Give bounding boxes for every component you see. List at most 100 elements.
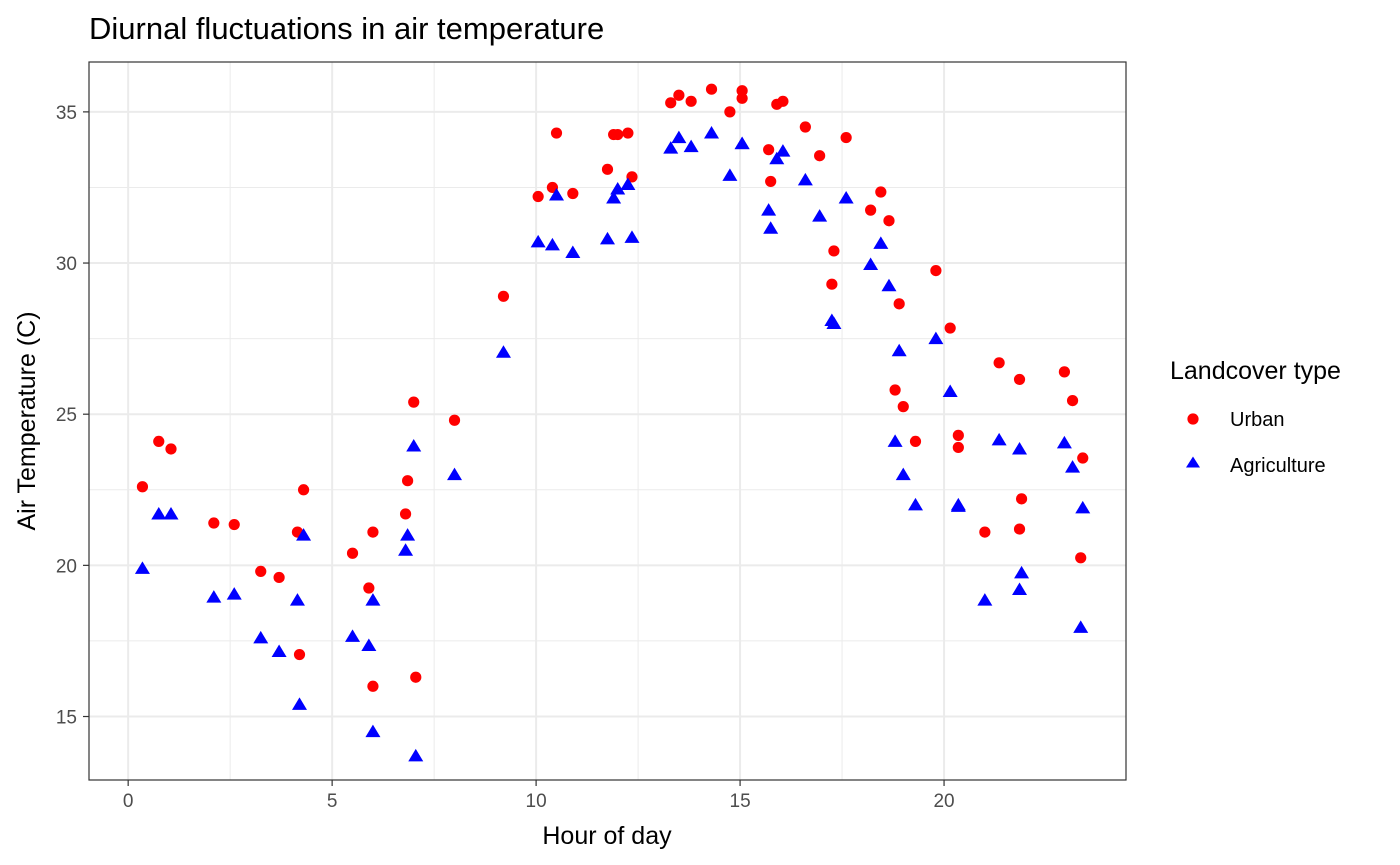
data-point-agriculture bbox=[606, 191, 622, 204]
data-point-agriculture bbox=[887, 434, 903, 447]
x-tick-label: 0 bbox=[123, 791, 134, 812]
data-point-urban bbox=[1077, 452, 1089, 464]
data-point-agriculture bbox=[1014, 565, 1030, 579]
data-point-agriculture bbox=[406, 438, 422, 452]
data-point-agriculture bbox=[565, 245, 581, 258]
data-point-agriculture bbox=[826, 316, 842, 330]
data-point-urban bbox=[952, 441, 964, 454]
data-point-urban bbox=[1058, 366, 1070, 378]
data-point-agriculture bbox=[722, 168, 738, 181]
data-point-urban bbox=[532, 190, 544, 203]
x-tick-label: 5 bbox=[327, 791, 338, 812]
data-point-urban bbox=[826, 278, 838, 290]
data-point-urban bbox=[736, 92, 748, 104]
data-point-agriculture bbox=[365, 593, 381, 606]
data-point-agriculture bbox=[775, 144, 791, 157]
data-point-urban bbox=[1075, 552, 1087, 564]
data-point-agriculture bbox=[292, 697, 308, 710]
data-point-agriculture bbox=[296, 528, 312, 541]
y-tick-label: 30 bbox=[56, 254, 77, 275]
data-point-agriculture bbox=[1073, 620, 1089, 633]
data-point-agriculture bbox=[907, 497, 923, 511]
data-point-urban bbox=[944, 322, 956, 334]
legend: Landcover type Urban Agriculture bbox=[1170, 357, 1341, 477]
data-point-urban bbox=[363, 582, 375, 594]
data-point-urban bbox=[1066, 394, 1079, 407]
data-point-agriculture bbox=[289, 593, 305, 606]
data-point-urban bbox=[346, 547, 359, 559]
data-point-agriculture bbox=[610, 181, 626, 195]
data-point-agriculture bbox=[544, 237, 560, 251]
data-point-agriculture bbox=[942, 384, 958, 398]
data-point-agriculture bbox=[134, 561, 150, 574]
data-point-urban bbox=[165, 443, 177, 455]
data-point-urban bbox=[297, 484, 310, 496]
data-point-agriculture bbox=[928, 331, 944, 345]
data-point-urban bbox=[814, 150, 826, 162]
data-point-urban bbox=[763, 144, 775, 156]
data-point-urban bbox=[273, 571, 285, 584]
data-point-agriculture bbox=[891, 343, 907, 357]
legend-label-agriculture: Agriculture bbox=[1230, 455, 1326, 477]
data-point-agriculture bbox=[345, 629, 361, 642]
data-point-urban bbox=[293, 648, 306, 661]
data-point-urban bbox=[897, 401, 909, 413]
data-point-urban bbox=[909, 435, 922, 448]
data-point-agriculture bbox=[838, 191, 854, 204]
data-point-agriculture bbox=[663, 141, 679, 154]
data-point-agriculture bbox=[408, 748, 424, 762]
data-point-agriculture bbox=[977, 593, 993, 606]
data-point-urban bbox=[497, 290, 510, 302]
data-point-urban bbox=[893, 298, 905, 310]
data-point-agriculture bbox=[206, 590, 222, 603]
data-point-agriculture bbox=[624, 230, 640, 243]
data-point-agriculture bbox=[365, 724, 381, 738]
data-point-urban bbox=[228, 518, 240, 531]
data-point-agriculture bbox=[495, 345, 511, 358]
data-point-urban bbox=[208, 517, 220, 529]
data-point-agriculture bbox=[398, 543, 414, 556]
data-point-agriculture bbox=[671, 130, 687, 144]
data-point-agriculture bbox=[226, 587, 242, 600]
data-point-agriculture bbox=[950, 499, 966, 512]
data-point-agriculture bbox=[1075, 500, 1091, 514]
data-point-urban bbox=[979, 526, 991, 538]
data-point-urban bbox=[153, 435, 165, 448]
data-point-agriculture bbox=[600, 231, 615, 245]
data-point-urban bbox=[665, 97, 677, 109]
data-point-agriculture bbox=[873, 236, 889, 249]
legend-label-urban: Urban bbox=[1230, 409, 1284, 431]
data-point-urban bbox=[799, 121, 811, 133]
data-point-urban bbox=[399, 508, 412, 520]
data-point-agriculture bbox=[361, 638, 377, 651]
data-point-urban bbox=[601, 163, 614, 175]
data-point-urban bbox=[840, 131, 852, 144]
data-point-urban bbox=[622, 127, 634, 139]
data-point-urban bbox=[567, 187, 579, 200]
data-point-agriculture bbox=[549, 188, 565, 201]
data-point-urban bbox=[673, 89, 685, 101]
data-point-urban bbox=[136, 481, 149, 493]
x-tick-label: 15 bbox=[730, 791, 751, 812]
legend-key-agriculture bbox=[1186, 456, 1200, 468]
legend-key-urban bbox=[1187, 413, 1199, 425]
data-point-agriculture bbox=[991, 432, 1007, 446]
data-point-urban bbox=[930, 264, 942, 277]
y-tick-label: 25 bbox=[56, 405, 77, 426]
data-point-urban bbox=[777, 95, 789, 107]
data-points bbox=[134, 83, 1091, 762]
data-point-agriculture bbox=[734, 136, 750, 150]
data-point-agriculture bbox=[769, 151, 785, 165]
data-point-agriculture bbox=[163, 506, 179, 520]
data-point-agriculture bbox=[763, 221, 779, 234]
y-tick-label: 35 bbox=[56, 103, 77, 124]
y-tick-label: 15 bbox=[56, 708, 77, 729]
chart-title: Diurnal fluctuations in air temperature bbox=[89, 11, 604, 46]
data-point-urban bbox=[367, 680, 379, 692]
data-point-agriculture bbox=[253, 630, 269, 644]
x-tick-label: 10 bbox=[526, 791, 547, 812]
data-point-agriculture bbox=[1056, 435, 1072, 449]
x-axis-title: Hour of day bbox=[542, 822, 672, 850]
data-point-urban bbox=[889, 384, 901, 396]
